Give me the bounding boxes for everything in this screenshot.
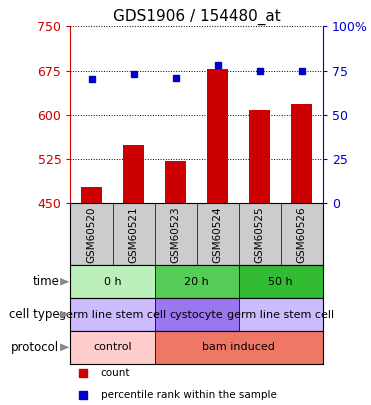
Bar: [155, 265, 239, 298]
Bar: [207, 69, 228, 203]
Bar: [239, 265, 323, 298]
Text: GSM60521: GSM60521: [129, 206, 138, 262]
Text: GSM60523: GSM60523: [171, 206, 181, 262]
Bar: [70, 331, 155, 364]
Text: cystocyte: cystocyte: [170, 309, 223, 320]
Text: cell type: cell type: [9, 308, 59, 321]
Text: GSM60526: GSM60526: [297, 206, 307, 262]
Text: 20 h: 20 h: [184, 277, 209, 287]
Title: GDS1906 / 154480_at: GDS1906 / 154480_at: [113, 9, 280, 25]
Text: germ line stem cell: germ line stem cell: [227, 309, 334, 320]
Bar: [249, 110, 270, 203]
Text: germ line stem cell: germ line stem cell: [59, 309, 166, 320]
Text: time: time: [33, 275, 59, 288]
Text: bam induced: bam induced: [202, 342, 275, 352]
Bar: [123, 145, 144, 203]
Text: GSM60524: GSM60524: [213, 206, 223, 262]
Bar: [81, 187, 102, 203]
Bar: [239, 298, 323, 331]
Bar: [155, 331, 323, 364]
Text: GSM60525: GSM60525: [255, 206, 265, 262]
Polygon shape: [60, 343, 69, 351]
Text: control: control: [93, 342, 132, 352]
Text: count: count: [101, 369, 130, 379]
Bar: [155, 298, 239, 331]
Bar: [291, 104, 312, 203]
Polygon shape: [60, 278, 69, 286]
Text: 0 h: 0 h: [104, 277, 121, 287]
Text: protocol: protocol: [11, 341, 59, 354]
Polygon shape: [60, 311, 69, 318]
Text: percentile rank within the sample: percentile rank within the sample: [101, 390, 277, 400]
Text: GSM60520: GSM60520: [86, 206, 96, 262]
Bar: [70, 265, 155, 298]
Bar: [70, 298, 155, 331]
Bar: [165, 161, 186, 203]
Text: 50 h: 50 h: [268, 277, 293, 287]
